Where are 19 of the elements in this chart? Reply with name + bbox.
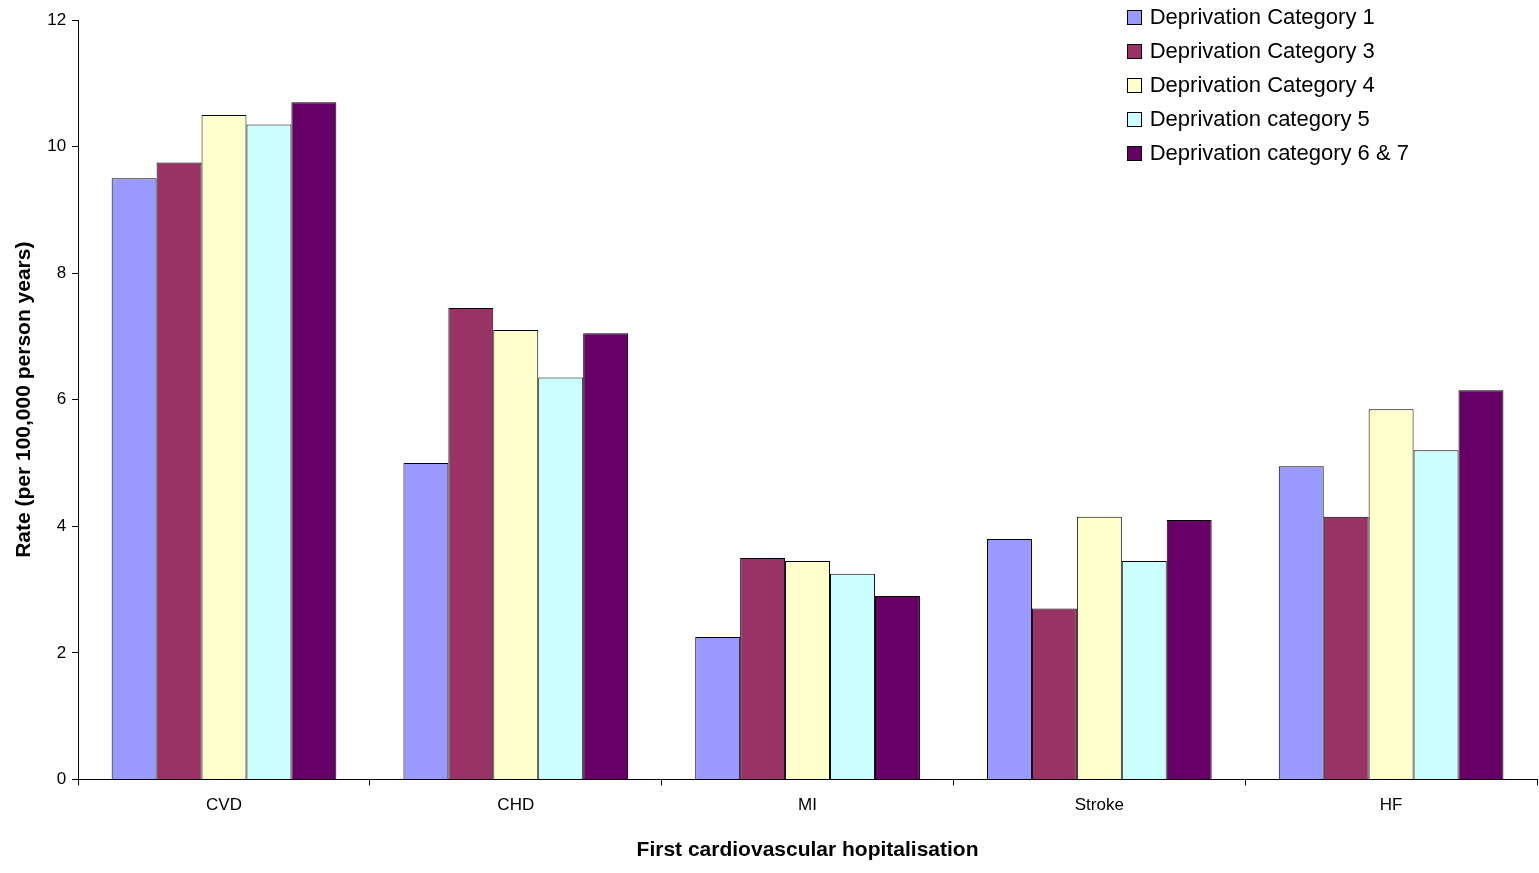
legend-label: Deprivation Category 4: [1149, 71, 1375, 99]
y-tick-label: 12: [47, 9, 67, 29]
x-axis-title: First cardiovascular hopitalisation: [636, 837, 979, 861]
y-tick-label: 2: [56, 642, 67, 662]
x-tick-label: CVD: [206, 795, 242, 815]
y-tick-label: 4: [56, 515, 67, 535]
y-tick-label: 8: [56, 262, 67, 282]
legend-label: Deprivation Category 1: [1149, 3, 1375, 31]
x-tick-label: CHD: [497, 795, 535, 815]
y-tick-label: 0: [56, 769, 67, 789]
x-tick-label: MI: [798, 795, 817, 815]
x-tick-label: HF: [1379, 795, 1403, 815]
legend-label: Deprivation category 6 & 7: [1149, 139, 1409, 167]
y-tick-label: 6: [56, 389, 67, 409]
legend-label: Deprivation Category 3: [1149, 37, 1375, 65]
x-tick-label: Stroke: [1074, 795, 1124, 815]
legend-label: Deprivation category 5: [1149, 105, 1370, 133]
y-tick-label: 10: [47, 136, 67, 156]
y-axis-title: Rate (per 100,000 person years): [11, 241, 35, 558]
